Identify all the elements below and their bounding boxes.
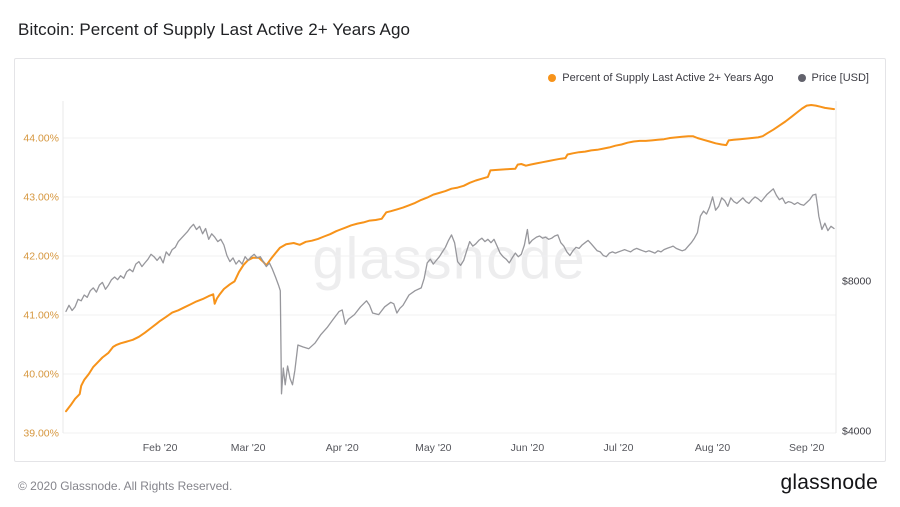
legend-item-label: Percent of Supply Last Active 2+ Years A…	[562, 72, 774, 84]
y-axis-tick-left: 44.00%	[23, 133, 59, 145]
copyright-text: © 2020 Glassnode. All Rights Reserved.	[18, 479, 233, 493]
x-axis-tick: Jul '20	[603, 442, 633, 454]
supply-line	[65, 104, 835, 413]
page-title: Bitcoin: Percent of Supply Last Active 2…	[18, 20, 411, 39]
y-axis-tick-right: $4000	[842, 425, 871, 437]
y-axis-tick-left: 39.00%	[23, 428, 59, 440]
x-axis-tick: Aug '20	[695, 442, 730, 454]
price-line	[65, 188, 835, 395]
chart-svg[interactable]: 39.00% 40.00% 41.00% 42.00% 43.00% 44.00% $800…	[15, 59, 887, 463]
legend-item-price[interactable]: Price [USD]	[797, 72, 869, 84]
x-axis-tick: May '20	[415, 442, 452, 454]
x-axis-tick: Sep '20	[789, 442, 824, 454]
glassnode-logo: glassnode	[780, 471, 878, 494]
chart-legend: Percent of Supply Last Active 2+ Years A…	[548, 72, 869, 84]
x-axis-tick: Jun '20	[511, 442, 545, 454]
y-axis-tick-left: 40.00%	[23, 369, 59, 381]
glassnode-watermark: glassnode	[312, 226, 586, 292]
legend-item-label: Price [USD]	[811, 72, 869, 84]
chart-card: Percent of Supply Last Active 2+ Years A…	[14, 58, 886, 462]
y-axis-tick-right: $8000	[842, 276, 871, 288]
y-axis-tick-left: 43.00%	[23, 192, 59, 204]
x-axis-tick: Feb '20	[143, 442, 178, 454]
price-legend-dot-icon	[797, 74, 806, 82]
y-axis-tick-left: 42.00%	[23, 251, 59, 263]
x-axis-tick: Mar '20	[231, 442, 266, 454]
y-axis-tick-left: 41.00%	[23, 310, 59, 322]
x-axis-tick: Apr '20	[326, 442, 359, 454]
legend-item-supply[interactable]: Percent of Supply Last Active 2+ Years A…	[548, 72, 774, 84]
supply-legend-dot-icon	[548, 74, 557, 82]
